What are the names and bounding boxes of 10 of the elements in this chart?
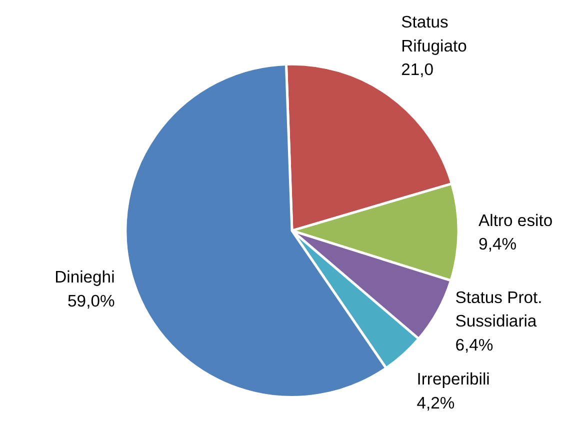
data-label: 21,0 [401, 60, 434, 80]
slice-label: Altro esito [478, 210, 553, 230]
slice-label: Irreperibili [416, 370, 490, 389]
slice-label: Status Rifugiato [401, 12, 467, 56]
data-label: 6,4% [455, 335, 494, 354]
data-label: 59,0% [68, 291, 115, 310]
slice-label: Status Prot. Sussidiaria [455, 288, 542, 331]
data-label: 4,2% [416, 393, 455, 412]
data-label: 9,4% [478, 234, 517, 254]
slice-label: Dinieghi [54, 268, 115, 287]
